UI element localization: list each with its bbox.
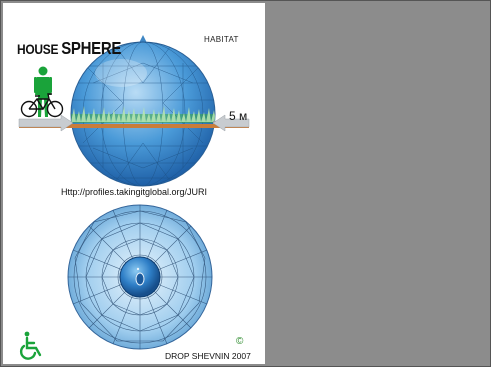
sphere-elevation [19, 35, 249, 187]
arrow-right-icon [212, 114, 250, 132]
sphere-plan [67, 204, 213, 350]
poster: HOUSE SPHERE HABITAT 5 м Http://profiles… [3, 3, 265, 364]
scale-label: 5 м [229, 109, 248, 123]
title-house: HOUSE [17, 41, 62, 58]
bicycle-icon [20, 93, 64, 118]
poster-artwork [18, 35, 250, 360]
title-sphere: SPHERE [61, 39, 122, 59]
poster-title: HOUSE SPHERE [17, 39, 121, 59]
copyright-symbol: © [236, 336, 244, 347]
author-credit: DROP SHEVNIN 2007 [165, 351, 251, 361]
profile-url: Http://profiles.takingitglobal.org/JURI [60, 187, 208, 197]
floor-line [19, 124, 249, 128]
brand-label: HABITAT [204, 35, 239, 44]
arrow-left-icon [18, 114, 74, 132]
wheelchair-icon [19, 331, 42, 360]
person-icon [34, 66, 52, 117]
grass-band [71, 106, 215, 123]
